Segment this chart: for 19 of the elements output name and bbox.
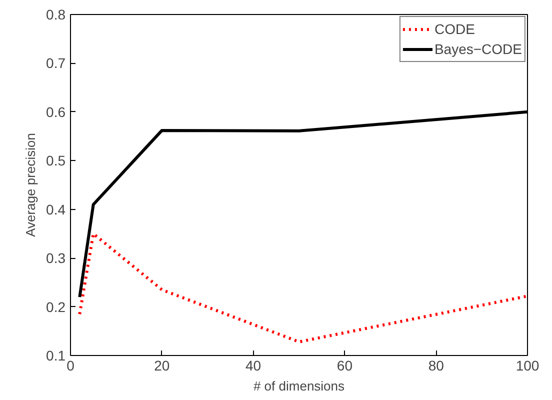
y-tick-label: 0.2 <box>46 298 66 315</box>
x-axis-title: # of dimensions <box>253 378 346 394</box>
legend-label: CODE <box>434 21 475 37</box>
x-tick-label: 100 <box>516 358 540 374</box>
legend-label: Bayes−CODE <box>434 41 522 57</box>
y-tick-label: 0.8 <box>46 6 66 22</box>
x-tick-label: 20 <box>154 358 170 374</box>
y-tick-label: 0.4 <box>46 201 66 218</box>
x-tick-label: 40 <box>246 358 262 374</box>
x-tick-label: 80 <box>428 358 444 374</box>
x-tick-label: 60 <box>336 358 353 374</box>
y-tick-label: 0.6 <box>46 104 66 120</box>
y-tick-label: 0.5 <box>46 152 66 169</box>
line-series <box>78 232 528 344</box>
y-tick-label: 0.1 <box>46 348 66 364</box>
y-tick-label: 0.3 <box>46 250 66 266</box>
y-axis-title: Average precision <box>23 133 38 237</box>
y-tick-label: 0.7 <box>46 55 66 72</box>
x-tick-label: 0 <box>66 358 75 374</box>
